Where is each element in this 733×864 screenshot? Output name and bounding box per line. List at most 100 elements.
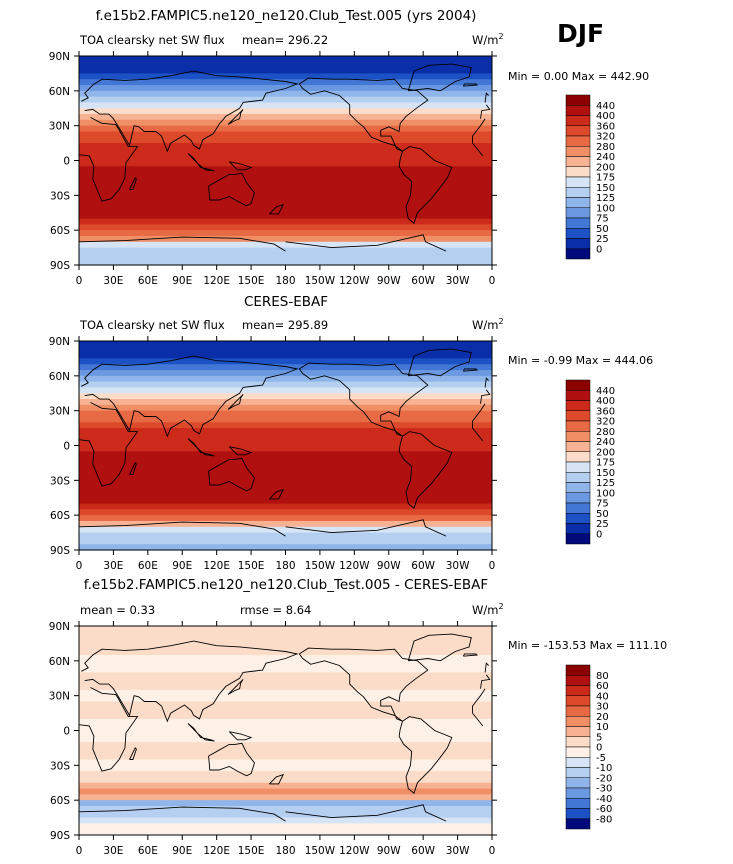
y-tick-label: 60N — [49, 656, 70, 668]
coastline — [269, 203, 285, 215]
coastline — [228, 446, 253, 456]
x-tick-label: 150W — [305, 275, 336, 287]
x-tick-label: 60E — [138, 560, 158, 572]
colorbar-label: 5 — [596, 732, 602, 743]
colorbar-label: 0 — [596, 529, 602, 540]
x-tick-label: 150E — [238, 560, 265, 572]
season-label: DJF — [557, 19, 604, 48]
coastline — [187, 723, 215, 742]
coastline — [228, 161, 253, 171]
field-band — [79, 177, 492, 185]
coastline — [484, 662, 489, 673]
y-tick-label: 30N — [49, 691, 70, 703]
x-tick-label: 120W — [339, 845, 370, 857]
colorbar-box — [565, 523, 591, 534]
field-band — [79, 224, 492, 231]
colorbar-box — [565, 726, 591, 737]
colorbar-box — [565, 238, 591, 249]
colorbar-label: 10 — [596, 722, 609, 733]
x-tick-label: 120E — [203, 845, 230, 857]
colorbar-box — [565, 757, 591, 768]
field-band — [79, 713, 492, 720]
field-band — [79, 742, 492, 749]
field-band — [79, 364, 492, 371]
field-band — [79, 747, 492, 755]
colorbar-label: -5 — [596, 753, 606, 764]
colorbar-label: 150 — [596, 183, 615, 194]
colorbar-label: 50 — [596, 224, 609, 235]
x-tick-label: 90W — [377, 845, 401, 857]
field-band — [79, 794, 492, 801]
colorbar-box — [565, 410, 591, 422]
coastline — [298, 362, 429, 437]
colorbar-box — [565, 135, 591, 147]
field-band — [79, 672, 492, 679]
field-band — [79, 457, 492, 464]
colorbar-box — [565, 664, 591, 676]
colorbar-label: 0 — [596, 743, 602, 754]
coastline — [398, 146, 453, 224]
colorbar-box — [565, 502, 591, 514]
colorbar-box — [565, 197, 591, 208]
colorbar-label: 240 — [596, 152, 615, 163]
field-band — [79, 346, 492, 354]
colorbar-label: 20 — [596, 712, 609, 723]
x-tick-label: 60E — [138, 275, 158, 287]
field-band — [79, 637, 492, 645]
y-tick-label: 0 — [63, 156, 70, 168]
panel-difference: f.e15b2.FAMPIC5.ne120_ne120.Club_Test.00… — [49, 577, 667, 857]
field-band — [79, 643, 492, 650]
colorbar-label: 360 — [596, 406, 615, 417]
field-band — [79, 341, 492, 348]
field-band — [79, 439, 492, 447]
field-band — [79, 759, 492, 766]
x-tick-label: 30E — [103, 560, 123, 572]
colorbar-label: 80 — [596, 671, 609, 682]
colorbar-box — [565, 808, 591, 819]
colorbar-box — [565, 685, 591, 696]
y-tick-label: 0 — [63, 726, 70, 738]
field-band — [79, 73, 492, 80]
y-tick-label: 90N — [49, 336, 70, 348]
x-tick-label: 120W — [339, 275, 370, 287]
colorbar-box — [565, 818, 591, 830]
coastline — [269, 488, 285, 500]
x-tick-label: 0 — [489, 845, 496, 857]
y-tick-label: 60S — [50, 795, 70, 807]
field-band — [79, 428, 492, 435]
y-tick-label: 90N — [49, 621, 70, 633]
field-band — [79, 387, 492, 394]
x-tick-label: 30W — [446, 845, 470, 857]
colorbar-label: 100 — [596, 203, 615, 214]
field-band — [79, 805, 492, 813]
field-band — [79, 143, 492, 150]
colorbar-box — [565, 176, 591, 188]
field-band — [79, 166, 492, 173]
field-band — [79, 195, 492, 202]
field-band — [79, 736, 492, 743]
field-band — [79, 631, 492, 639]
x-tick-label: 180 — [275, 275, 295, 287]
colorbar-label: 200 — [596, 447, 615, 458]
colorbar-box — [565, 248, 591, 260]
panel-difference-minmax: Min = -153.53 Max = 111.10 — [508, 639, 667, 652]
field-band — [79, 183, 492, 191]
colorbar-label: 75 — [596, 499, 609, 510]
field-band — [79, 515, 492, 522]
field-band — [79, 230, 492, 237]
field-band — [79, 765, 492, 772]
colorbar-label: 125 — [596, 478, 615, 489]
y-tick-label: 60N — [49, 86, 70, 98]
colorbar-box — [565, 146, 591, 157]
coastline — [398, 431, 453, 509]
field-band — [79, 61, 492, 69]
field-band — [79, 102, 492, 109]
coastline — [227, 109, 244, 125]
colorbar-label: 360 — [596, 121, 615, 132]
x-tick-label: 180 — [275, 845, 295, 857]
x-tick-label: 0 — [489, 275, 496, 287]
panel-model-mean: mean= 296.22 — [242, 33, 328, 47]
colorbar-box — [565, 441, 591, 452]
coastline — [129, 462, 137, 475]
colorbar-label: 25 — [596, 234, 609, 245]
